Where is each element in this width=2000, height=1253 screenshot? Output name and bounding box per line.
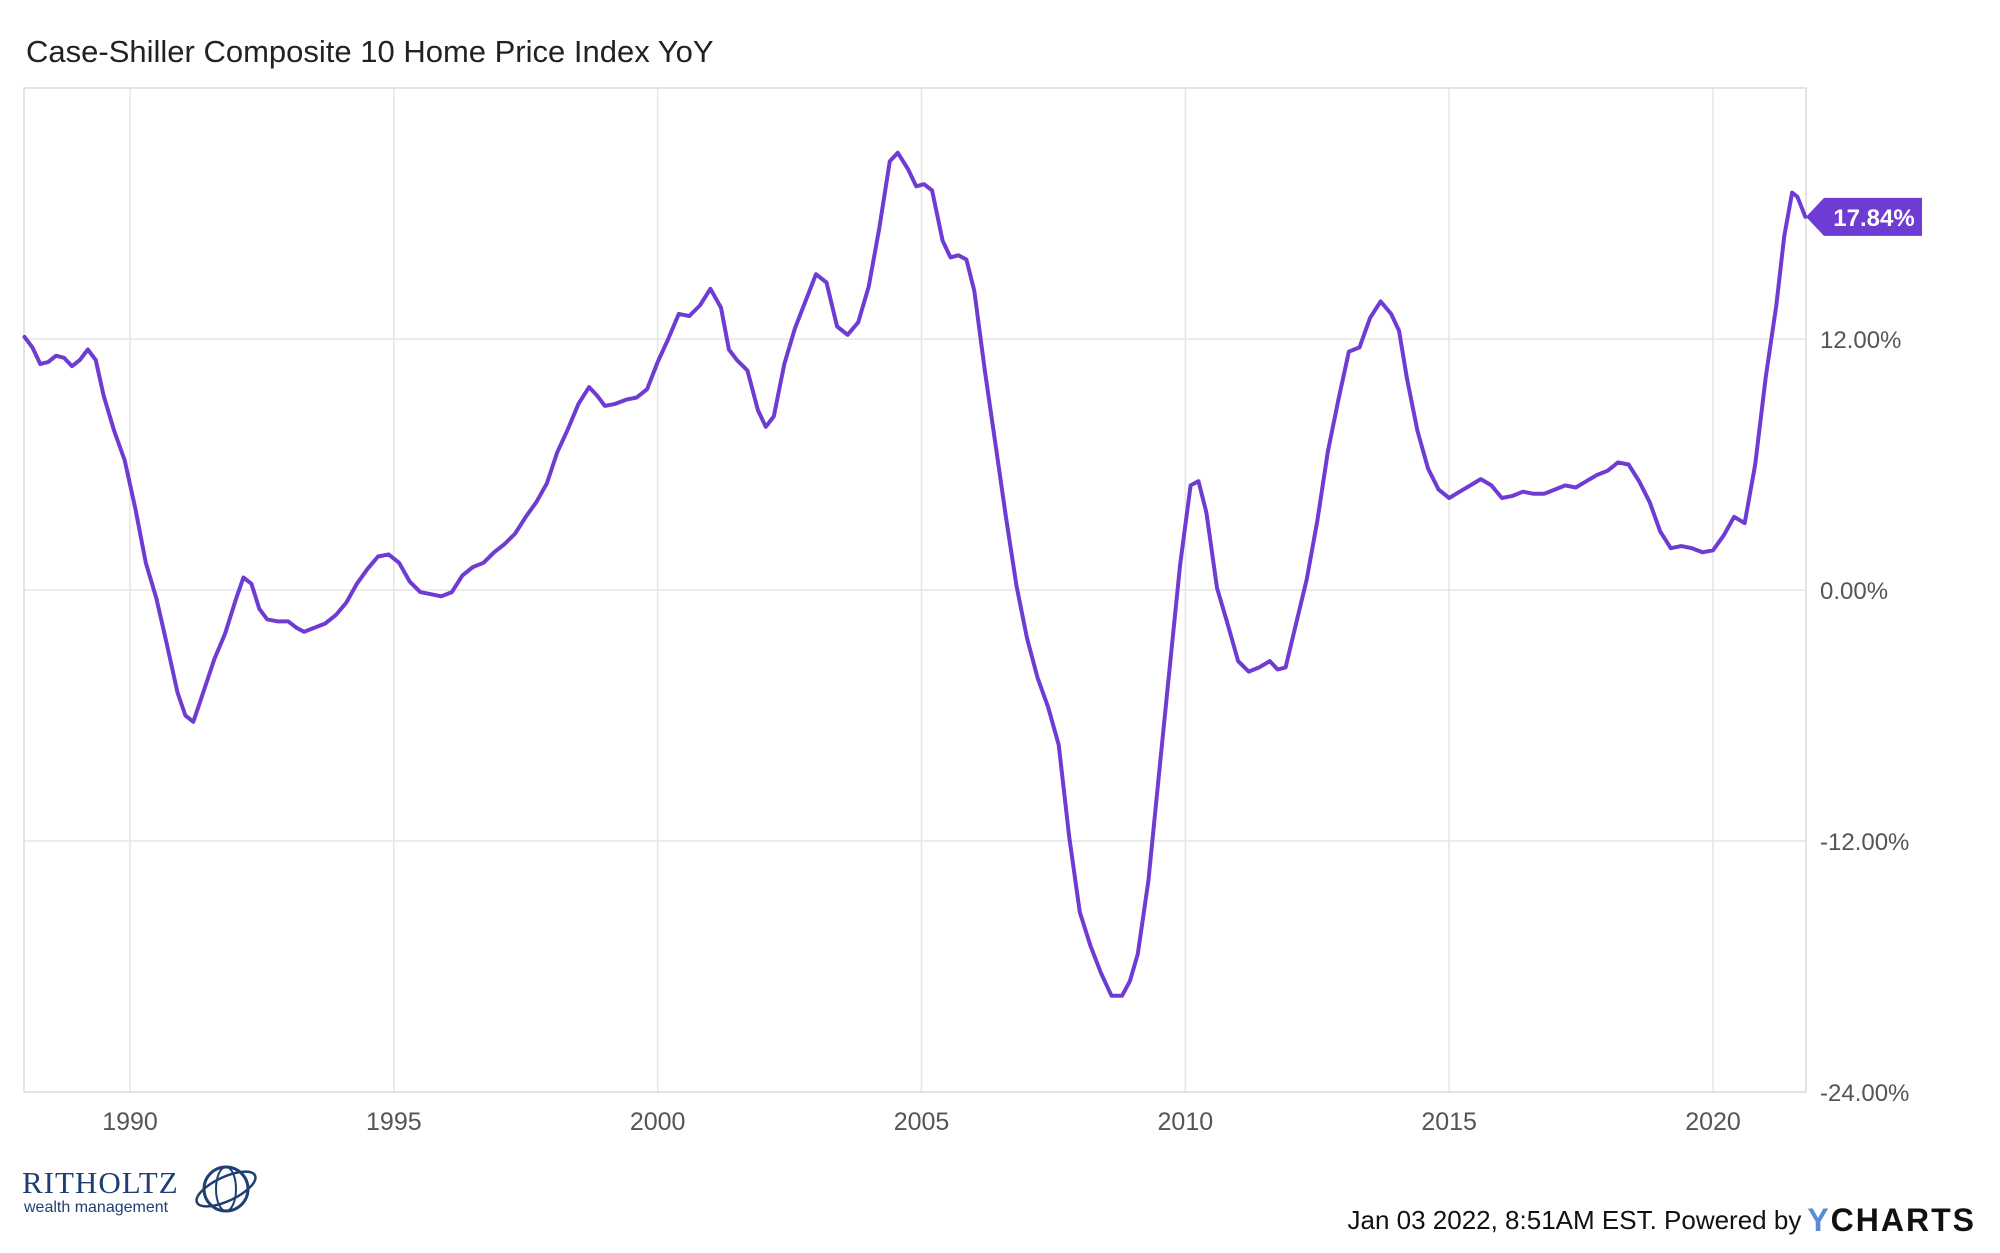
chart-title: Case-Shiller Composite 10 Home Price Ind… (26, 34, 714, 69)
x-tick-label: 2000 (630, 1108, 686, 1136)
ycharts-logo-text: CHARTS (1830, 1202, 1976, 1238)
x-tick-label: 2020 (1685, 1108, 1741, 1136)
series-line (22, 150, 1808, 998)
ycharts-logo[interactable]: YCHARTS (1807, 1202, 1976, 1239)
grid (24, 88, 1806, 1092)
logo-globe-icon (195, 1165, 257, 1213)
x-axis: 1990 1995 2000 2005 2010 2015 2020 (102, 1108, 1741, 1136)
last-value-label-text: 17.84% (1833, 205, 1914, 232)
ritholtz-logo: RITHOLTZ wealth management (22, 1159, 257, 1229)
ycharts-logo-y: Y (1807, 1202, 1831, 1238)
x-tick-label: 2005 (894, 1108, 950, 1136)
y-tick-label: -24.00% (1820, 1080, 1909, 1107)
y-axis: 12.00% 0.00% -12.00% -24.00% (1820, 327, 1909, 1107)
y-tick-label: -12.00% (1820, 829, 1909, 856)
last-value-label: 17.84% (1806, 197, 1922, 236)
x-tick-label: 1995 (366, 1108, 422, 1136)
last-value-label-bg (1806, 197, 1922, 236)
x-tick-label: 2015 (1421, 1108, 1477, 1136)
y-tick-label: 0.00% (1820, 578, 1888, 605)
logo-name: RITHOLTZ (22, 1165, 179, 1200)
footer-timestamp: Jan 03 2022, 8:51AM EST. Powered by (1347, 1205, 1802, 1235)
x-tick-label: 1990 (102, 1108, 158, 1136)
x-tick-label: 2010 (1158, 1108, 1214, 1136)
footer: Jan 03 2022, 8:51AM EST. Powered by YCHA… (1347, 1202, 1976, 1239)
plot-frame (23, 87, 1807, 1093)
y-tick-label: 12.00% (1820, 327, 1901, 354)
logo-subtitle: wealth management (24, 1199, 169, 1216)
